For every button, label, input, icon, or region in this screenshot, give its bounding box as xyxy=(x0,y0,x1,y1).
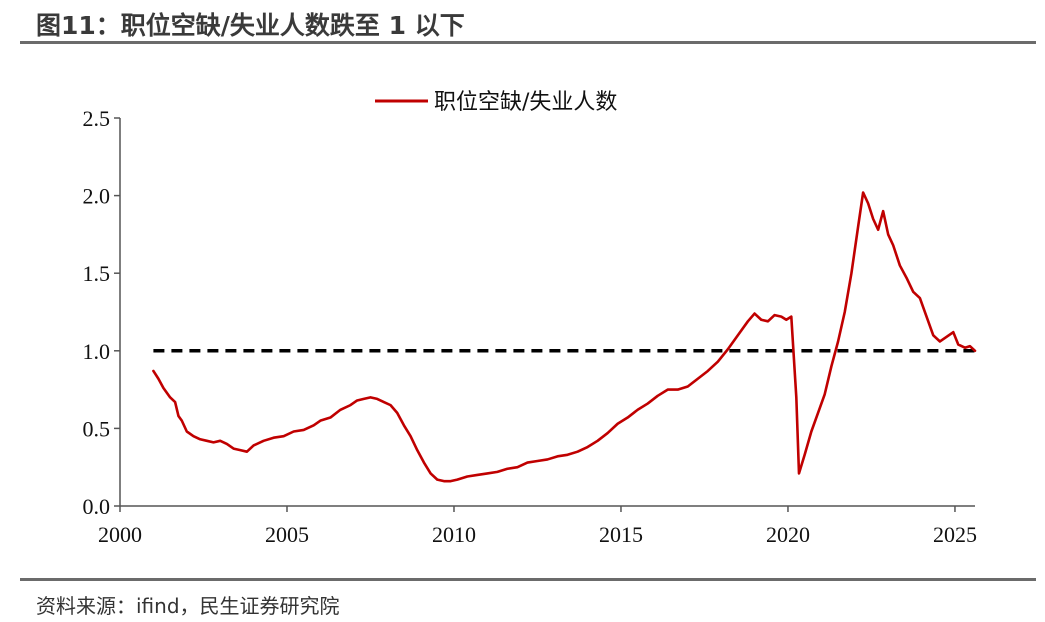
y-tick-label: 1.0 xyxy=(83,339,111,364)
bottom-rule xyxy=(20,578,1036,581)
x-tick-label: 2005 xyxy=(265,522,309,547)
x-tick-label: 2020 xyxy=(766,522,810,547)
y-tick-label: 1.5 xyxy=(83,261,111,286)
legend: 职位空缺/失业人数 xyxy=(375,90,617,115)
x-tick-label: 2010 xyxy=(432,522,476,547)
axes xyxy=(119,118,975,507)
legend-label: 职位空缺/失业人数 xyxy=(434,90,617,115)
y-tick-label: 2.0 xyxy=(83,184,111,209)
x-tick-label: 2025 xyxy=(933,522,977,547)
x-tick-label: 2000 xyxy=(98,522,142,547)
top-rule xyxy=(20,41,1036,44)
source-note: 资料来源：ifind，民生证券研究院 xyxy=(36,594,340,618)
series-line xyxy=(152,191,977,483)
x-ticks: 2000 2005 2010 2015 2020 2025 xyxy=(98,506,977,547)
y-ticks: 0.0 0.5 1.0 1.5 2.0 2.5 xyxy=(83,106,120,519)
y-tick-label: 2.5 xyxy=(83,106,111,131)
figure-title: 图11：职位空缺/失业人数跌至 1 以下 xyxy=(36,11,465,40)
y-tick-label: 0.0 xyxy=(83,494,111,519)
x-tick-label: 2015 xyxy=(599,522,643,547)
y-tick-label: 0.5 xyxy=(83,416,111,441)
